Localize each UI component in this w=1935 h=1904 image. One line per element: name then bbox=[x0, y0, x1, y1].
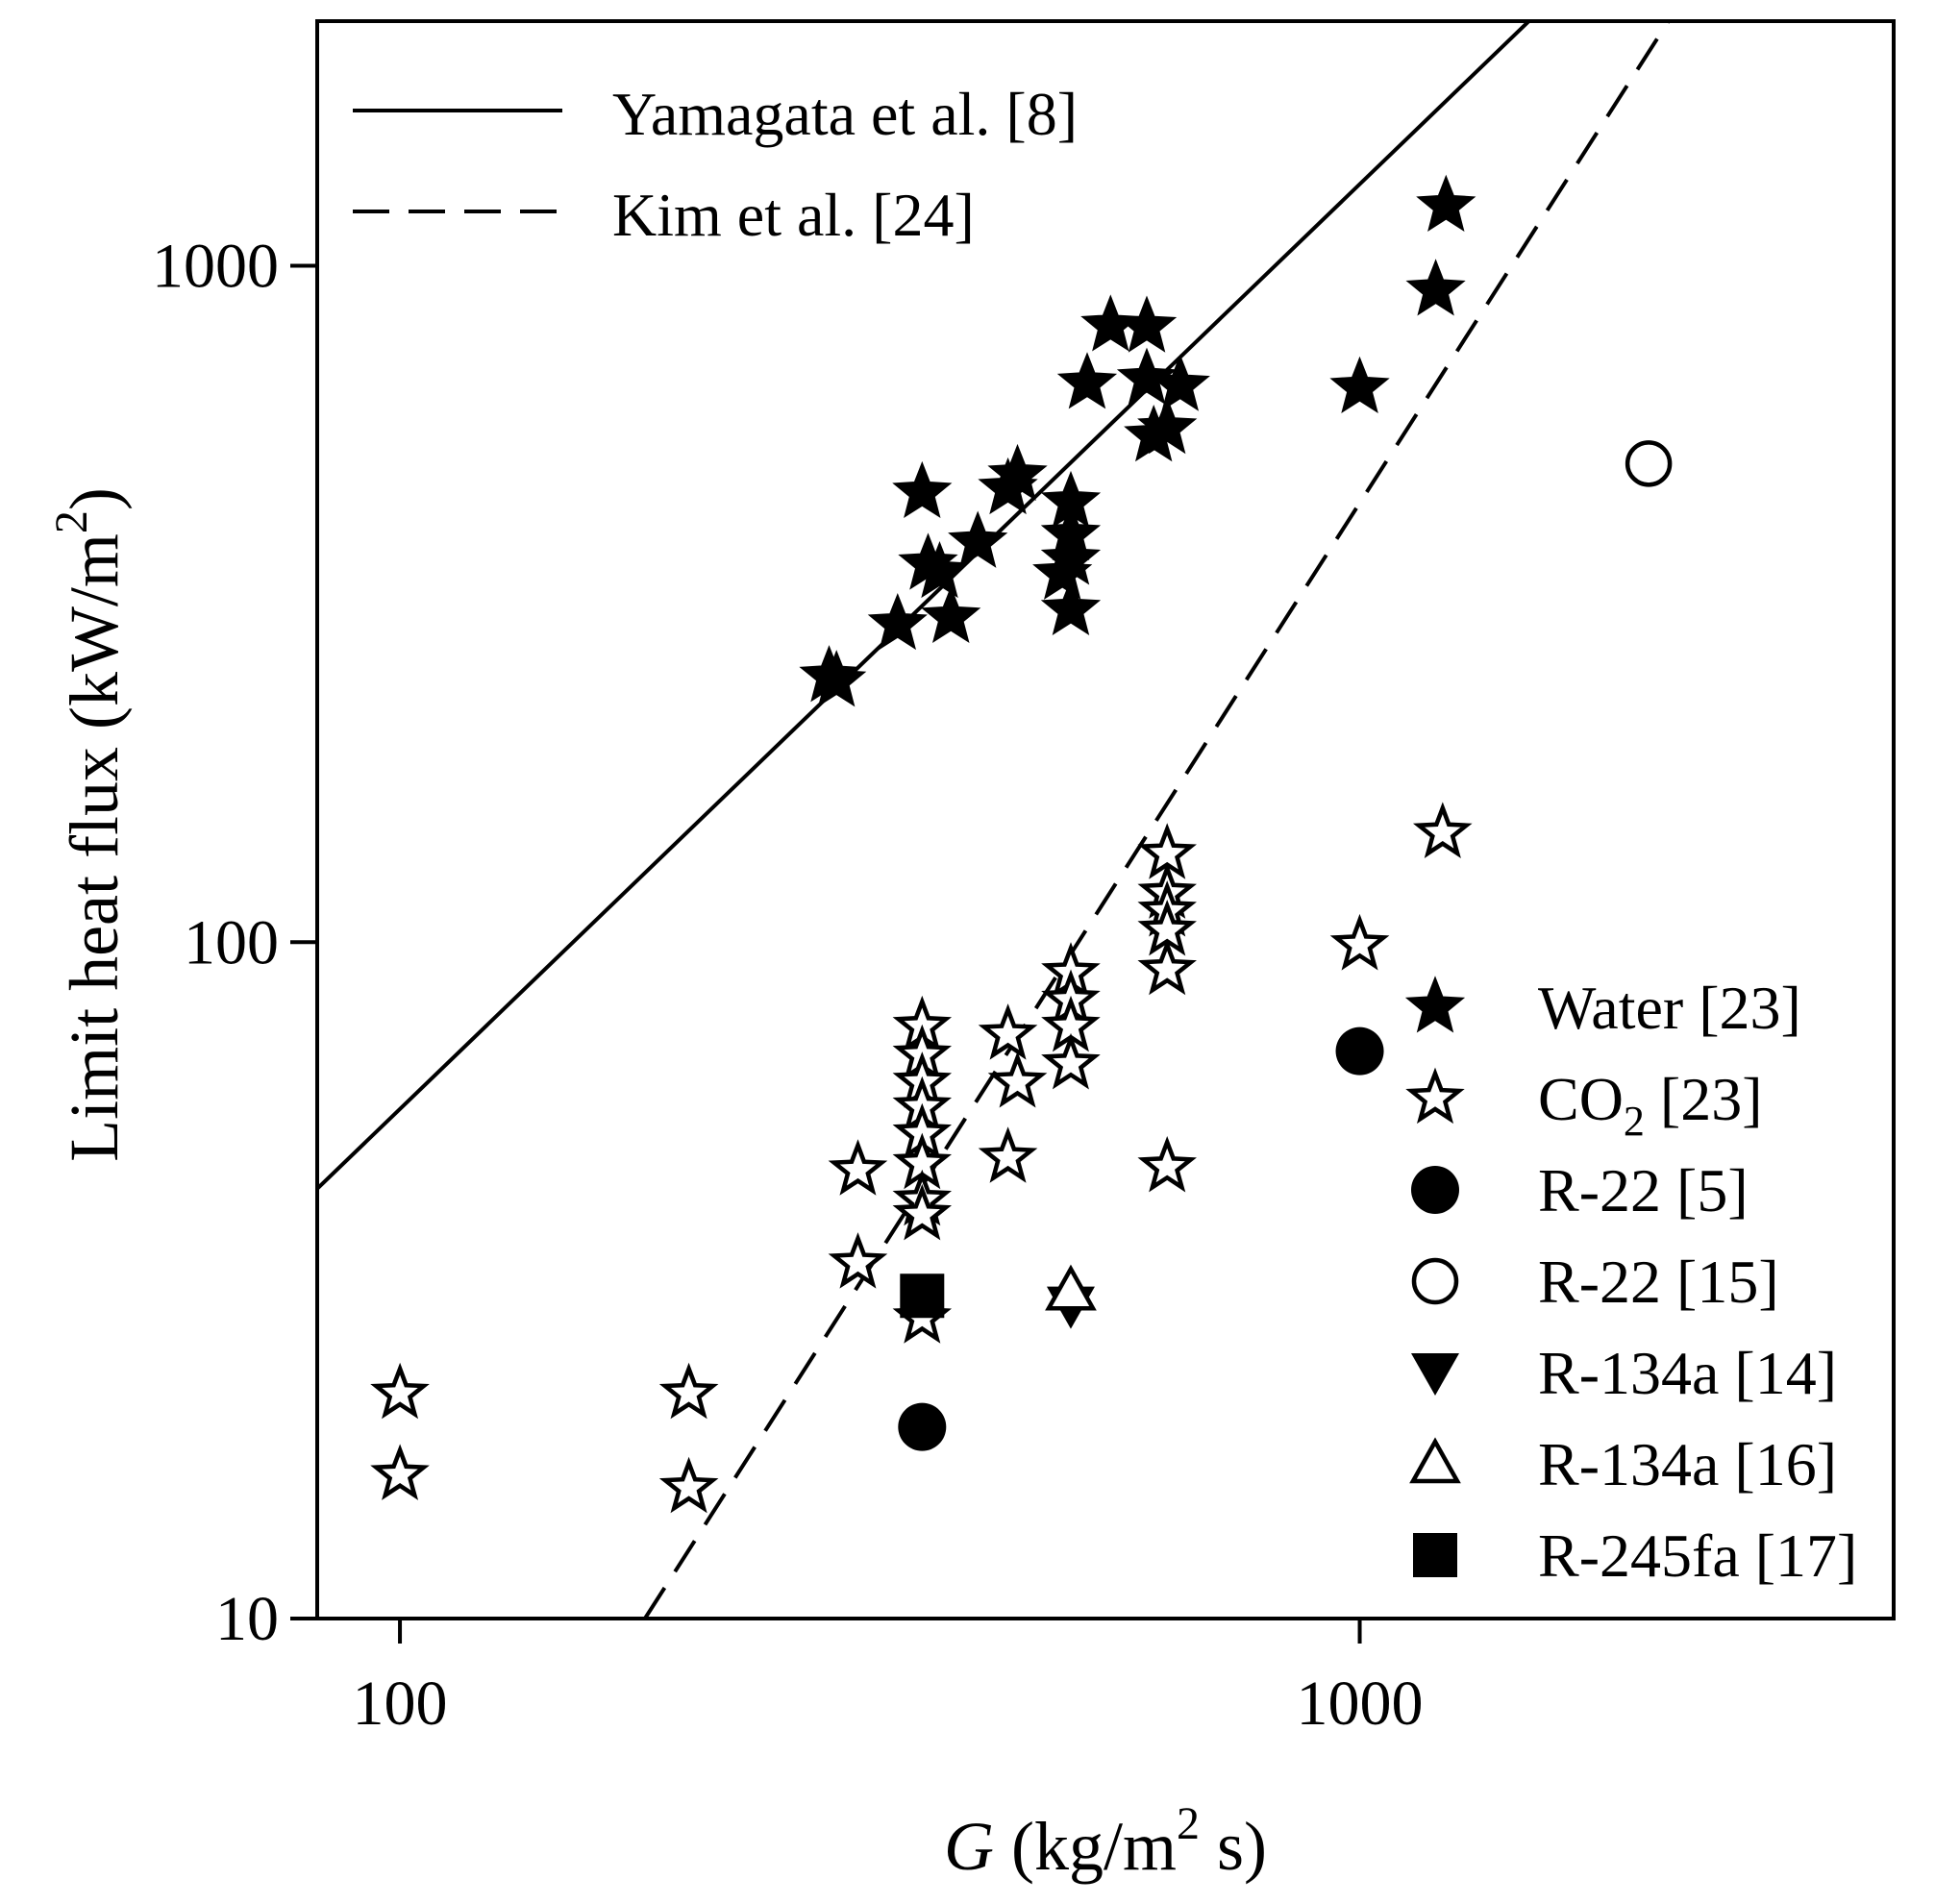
legend-label-r22-15: R-22 [15] bbox=[1538, 1248, 1779, 1316]
legend-label-r245fa: R-245fa [17] bbox=[1538, 1521, 1857, 1590]
legend-line-label-yamagata: Yamagata et al. [8] bbox=[612, 80, 1078, 148]
point-series1-0 bbox=[370, 1362, 430, 1420]
legend-marker-0 bbox=[1404, 976, 1466, 1033]
data-points bbox=[370, 174, 1935, 1514]
y-axis-label: Limit heat flux (kW/m2) bbox=[46, 487, 133, 1162]
model-line-yamagata bbox=[317, 21, 1532, 1191]
point-series5-0 bbox=[1045, 1264, 1097, 1311]
y-tick-label: 100 bbox=[184, 907, 279, 977]
point-series0-18 bbox=[1116, 347, 1178, 405]
point-series6-0 bbox=[900, 1273, 945, 1319]
legend-label-r22-5: R-22 [5] bbox=[1538, 1156, 1749, 1224]
point-series1-15 bbox=[978, 1003, 1038, 1060]
point-series0-15 bbox=[1056, 352, 1118, 409]
point-series0-22 bbox=[1329, 356, 1390, 414]
point-series1-13 bbox=[892, 1183, 953, 1241]
legend-marker-6 bbox=[1413, 1533, 1457, 1577]
y-tick-label: 1000 bbox=[152, 232, 279, 302]
point-series1-3 bbox=[658, 1456, 719, 1514]
point-series0-2 bbox=[867, 592, 928, 651]
point-series0-13 bbox=[1032, 542, 1093, 600]
point-series1-5 bbox=[828, 1232, 888, 1289]
point-series3-1 bbox=[1917, 245, 1935, 287]
axis-ticks: 100 1000 10 100 1000 bbox=[152, 232, 1424, 1739]
model-lines bbox=[317, 21, 1672, 1619]
legend-marker-4 bbox=[1411, 1353, 1459, 1396]
legend-label-r134a-16: R-134a [16] bbox=[1538, 1430, 1837, 1498]
point-series0-9 bbox=[987, 443, 1048, 502]
point-series3-0 bbox=[1625, 440, 1673, 487]
legend-marker-1 bbox=[1405, 1067, 1465, 1125]
x-tick-label: 1000 bbox=[1297, 1669, 1424, 1739]
point-series1-16 bbox=[987, 1051, 1048, 1108]
legend-label-water: Water [23] bbox=[1538, 974, 1801, 1042]
legend-line-label-kim: Kim et al. [24] bbox=[612, 181, 975, 249]
point-series1-1 bbox=[370, 1444, 430, 1500]
point-series0-6 bbox=[921, 585, 981, 644]
legend-label-r134a-14: R-134a [14] bbox=[1538, 1339, 1837, 1407]
point-series1-28 bbox=[1329, 913, 1390, 971]
point-series0-23 bbox=[1405, 259, 1466, 316]
y-tick-label: 10 bbox=[215, 1584, 279, 1654]
point-series0-5 bbox=[909, 540, 970, 599]
legend-marker-5 bbox=[1409, 1437, 1461, 1484]
marker-legend: Water [23] CO2 [23] R-22 [5] R-22 [15] R… bbox=[1404, 974, 1857, 1590]
point-series0-7 bbox=[948, 510, 1008, 568]
point-series0-4 bbox=[892, 460, 953, 519]
point-series1-21 bbox=[1041, 1032, 1101, 1090]
point-series1-4 bbox=[828, 1139, 888, 1196]
legend-label-co2: CO2 [23] bbox=[1538, 1065, 1763, 1145]
legend-marker-2 bbox=[1411, 1166, 1459, 1214]
point-series0-20 bbox=[1137, 396, 1198, 455]
point-series0-14 bbox=[1040, 578, 1102, 636]
point-series1-26 bbox=[1137, 938, 1197, 996]
plot-frame bbox=[315, 19, 1896, 1620]
point-series0-1 bbox=[806, 650, 867, 707]
point-series2-0 bbox=[898, 1402, 947, 1451]
point-series0-17 bbox=[1116, 295, 1178, 353]
x-tick-label: 100 bbox=[353, 1669, 448, 1739]
point-series1-29 bbox=[1412, 802, 1473, 858]
legend-marker-3 bbox=[1411, 1257, 1459, 1305]
point-series1-17 bbox=[978, 1126, 1038, 1183]
point-series0-21 bbox=[1150, 354, 1210, 411]
point-series1-27 bbox=[1137, 1135, 1197, 1193]
point-series0-24 bbox=[1416, 174, 1476, 233]
point-series2-1 bbox=[1335, 1026, 1384, 1076]
line-legend: Yamagata et al. [8] Kim et al. [24] bbox=[353, 80, 1078, 249]
x-axis-label: G (kg/m2 s) bbox=[944, 1798, 1267, 1885]
point-series1-2 bbox=[658, 1362, 719, 1420]
